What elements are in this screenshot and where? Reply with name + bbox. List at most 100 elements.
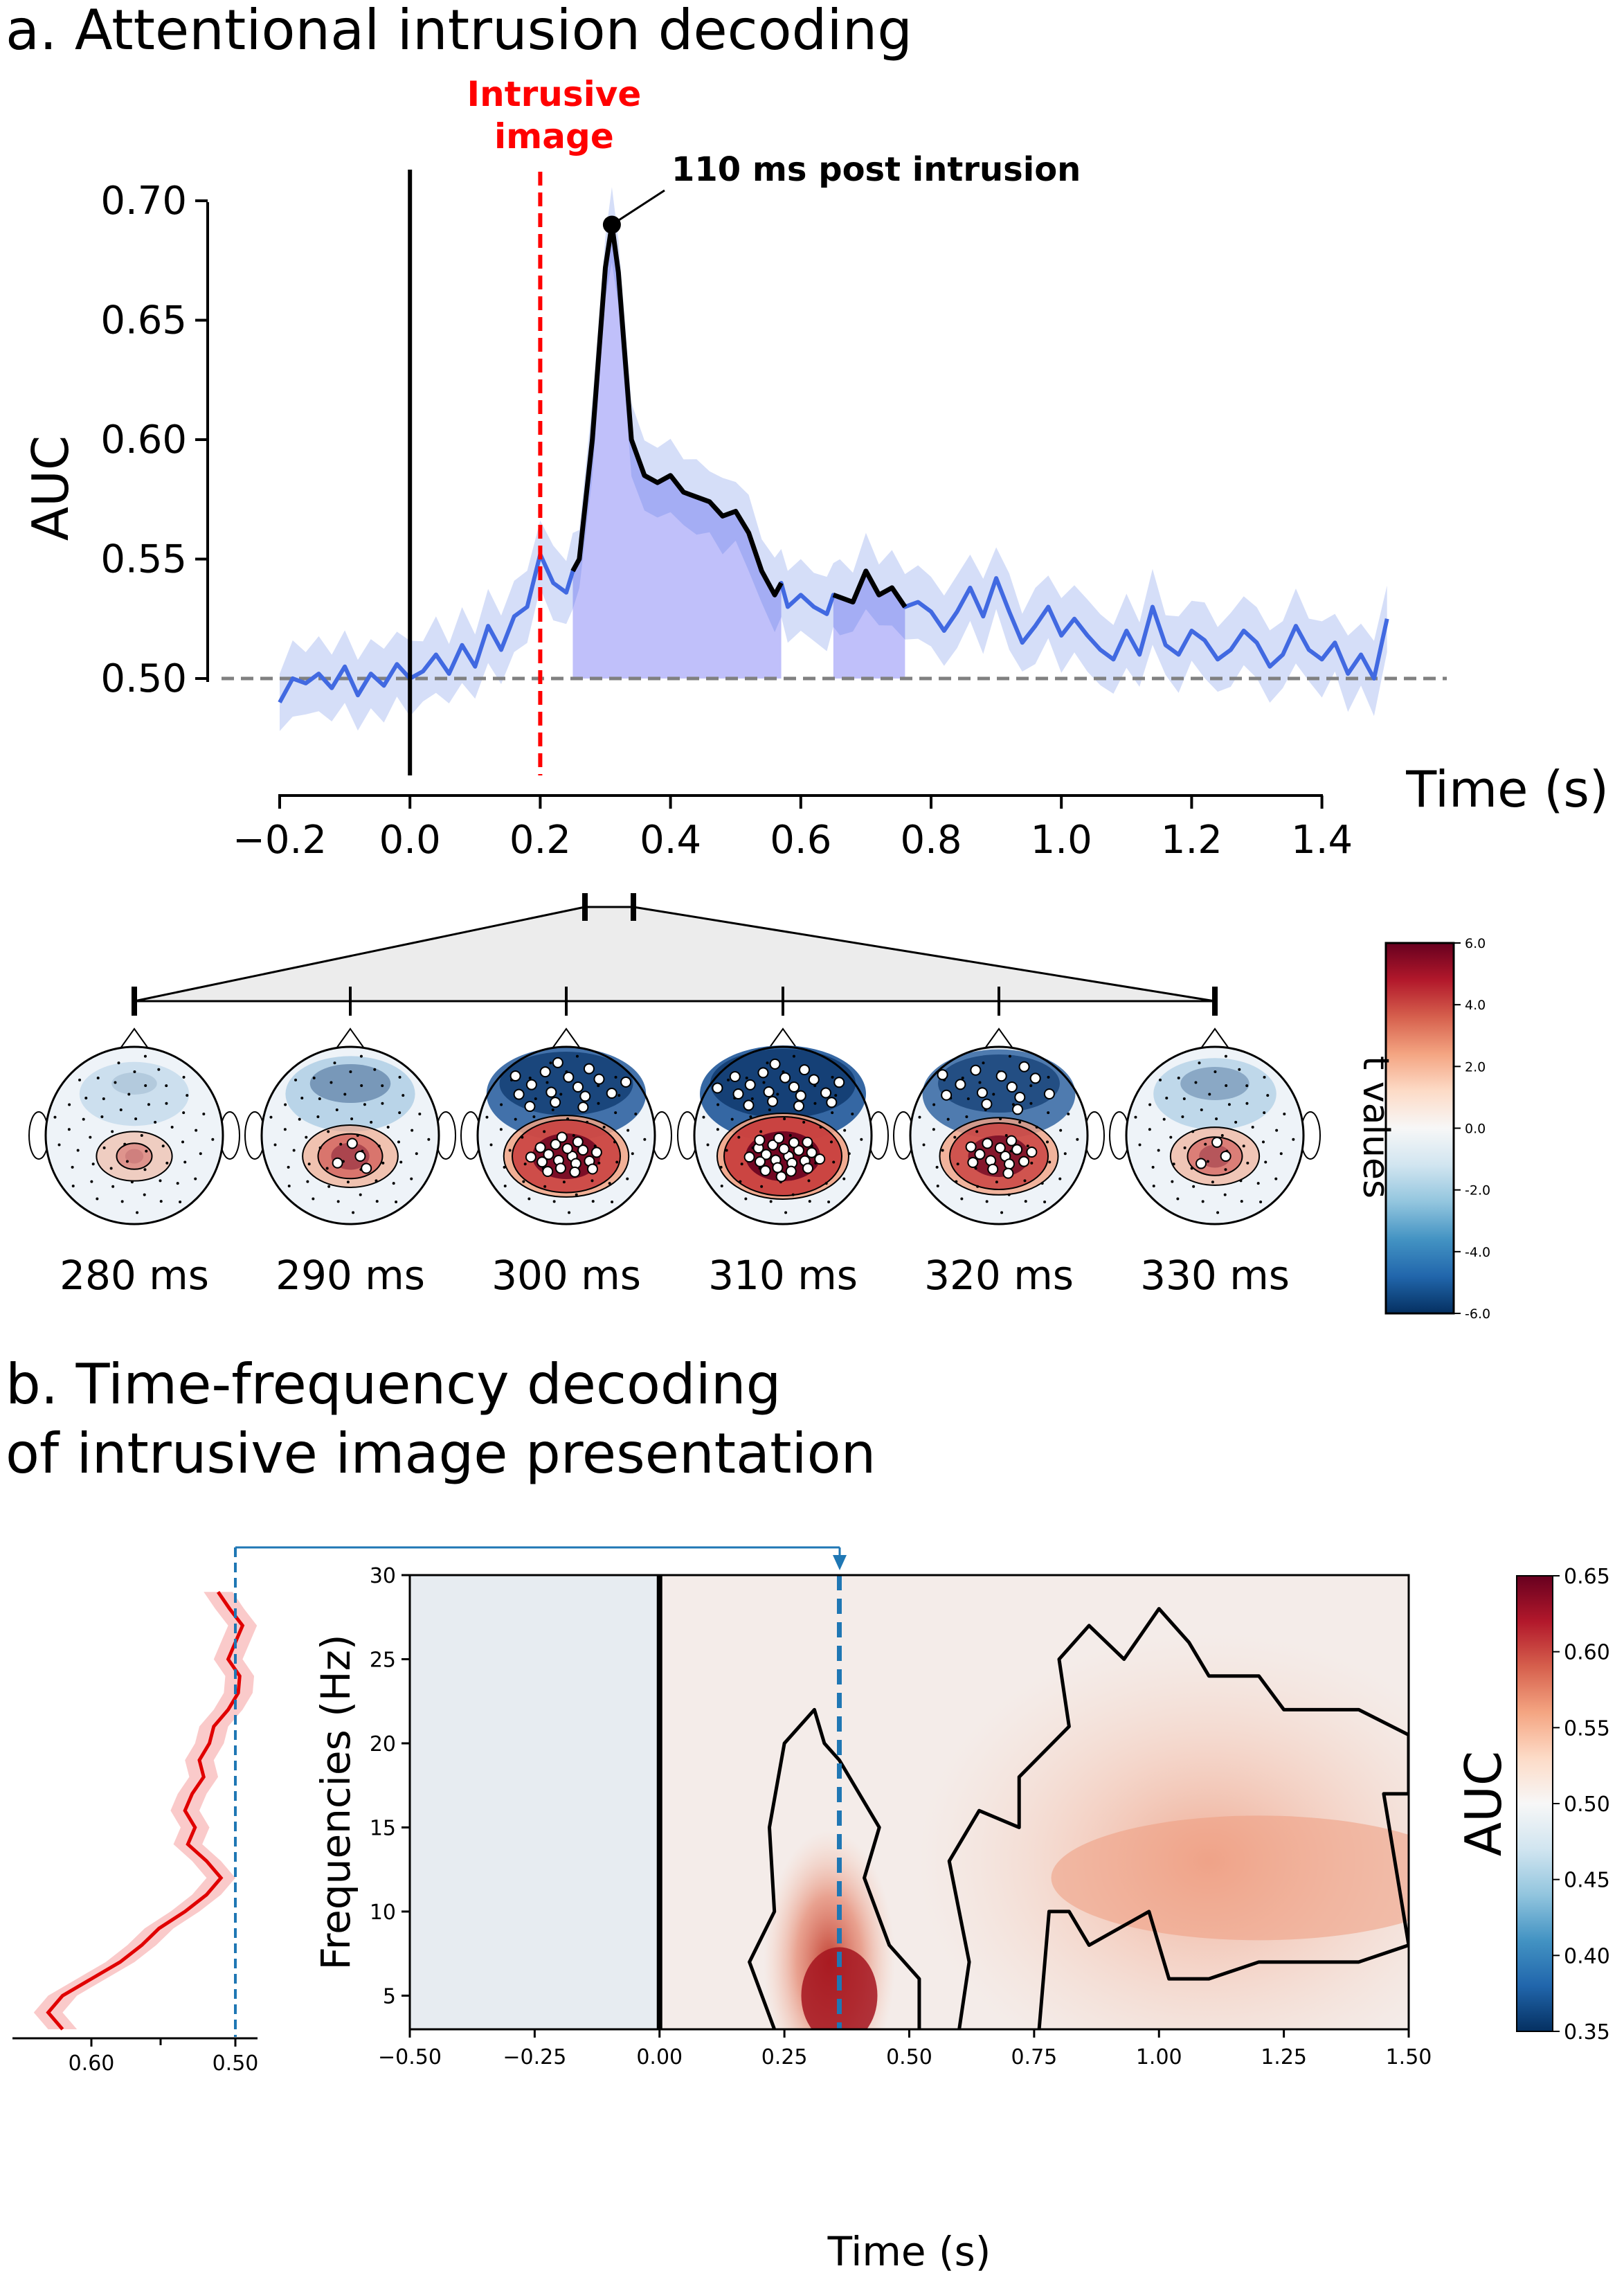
sensor-dot <box>1240 1200 1243 1203</box>
peak-annotation: 110 ms post intrusion <box>671 150 1081 189</box>
sensor-dot <box>1030 1161 1034 1165</box>
sensor-dot <box>1023 1179 1027 1183</box>
sensor-dot <box>847 1152 851 1156</box>
late-alpha-band <box>1051 1815 1409 1941</box>
heatmap-field <box>410 1575 1409 2029</box>
significant-sensor <box>1196 1158 1207 1169</box>
sensor-dot <box>597 1102 600 1105</box>
significant-sensor <box>524 1101 536 1113</box>
nose <box>984 1027 1014 1049</box>
sensor-dot <box>1283 1113 1286 1116</box>
sensor-dot <box>508 1149 512 1152</box>
sensor-dot <box>614 1111 617 1115</box>
sensor-dot <box>1138 1143 1142 1147</box>
x-tick-label: −0.2 <box>233 818 327 863</box>
positive-core <box>116 1142 153 1170</box>
x-tick-label: 0.0 <box>379 818 441 863</box>
significant-sensor <box>1220 1151 1231 1162</box>
sensor-dot <box>359 1193 362 1196</box>
intrusion-label-line1: Intrusive <box>467 74 642 114</box>
sensor-dot <box>719 1165 723 1169</box>
significant-sensor <box>802 1162 813 1174</box>
head-outline <box>909 1045 1089 1225</box>
sensor-dot <box>1182 1097 1186 1101</box>
significant-sensor <box>563 1071 575 1083</box>
sensor-dot <box>395 1200 398 1203</box>
sensor-dot <box>1242 1144 1245 1148</box>
significant-sensor <box>772 1162 784 1174</box>
sensor-dot <box>956 1162 959 1166</box>
significant-sensor <box>1014 1091 1026 1103</box>
sensor-dot <box>1263 1075 1266 1079</box>
sensor-dot <box>339 1142 343 1146</box>
sensor-dot <box>1181 1115 1184 1118</box>
sensor-dot <box>1274 1177 1278 1180</box>
sensor-dot <box>706 1143 710 1147</box>
sensor-dot <box>532 1115 536 1118</box>
significant-sensor <box>833 1077 845 1088</box>
sensor-dot <box>392 1182 395 1185</box>
sensor-dot <box>739 1180 742 1183</box>
auc-line <box>278 222 1389 703</box>
sensor-dot <box>489 1143 493 1147</box>
auc-colorbar-tick-label: 0.65 <box>1564 1565 1610 1589</box>
sensor-dot <box>1024 1200 1027 1203</box>
sensor-dot <box>1046 1140 1049 1144</box>
sensor-dot <box>586 1120 589 1124</box>
sensor-dot <box>543 1130 546 1133</box>
sensor-dot <box>90 1180 93 1183</box>
sensor-dot <box>370 1120 373 1124</box>
sensor-dot <box>1162 1117 1166 1121</box>
sensor-dot <box>982 1061 985 1065</box>
sensor-dot <box>1190 1167 1193 1170</box>
sensor-dot <box>143 1168 147 1171</box>
sensor-dot <box>1165 1097 1169 1100</box>
sensor-dot <box>1018 1120 1022 1124</box>
negative-core <box>309 1064 391 1103</box>
sensor-dot <box>102 1146 106 1149</box>
colorbar-tick-label: 0.0 <box>1465 1122 1486 1137</box>
profile-x-tick-label: 0.60 <box>69 2051 115 2076</box>
sensor-dot <box>936 1184 939 1187</box>
topomap-5 <box>893 1027 1105 1225</box>
sensor-dot <box>1067 1113 1070 1116</box>
sensor-dot <box>631 1152 634 1156</box>
significant-sensor <box>763 1086 775 1098</box>
sensor-dot <box>611 1200 614 1203</box>
x-tick-label: 0.4 <box>640 818 701 863</box>
sensor-dot <box>503 1165 506 1169</box>
sensor-dot <box>284 1103 287 1106</box>
sensor-dot <box>123 1142 127 1146</box>
nose <box>1200 1027 1230 1049</box>
sensor-dot <box>953 1135 957 1139</box>
auc-colorbar-tick-label: 0.50 <box>1564 1793 1610 1817</box>
significant-sensor <box>793 1144 804 1156</box>
sensor-dot <box>552 1200 556 1203</box>
sensor-dot <box>336 1200 340 1203</box>
sensor-dot <box>397 1140 401 1144</box>
sensor-dot <box>522 1180 525 1183</box>
sensor-dot <box>960 1197 964 1201</box>
sensor-dot <box>1239 1179 1243 1183</box>
significant-sensor <box>536 1156 548 1168</box>
sensor-dot <box>335 1108 339 1111</box>
sensor-dot <box>830 1140 833 1144</box>
head-outline <box>260 1045 440 1225</box>
significant-sensor <box>554 1162 566 1174</box>
negative-core <box>111 1072 157 1095</box>
sensor-dot <box>84 1097 88 1100</box>
sensor-dot <box>551 1108 554 1111</box>
x-tick-label: 0.2 <box>509 818 571 863</box>
sensor-dot <box>1029 1084 1033 1088</box>
heatmap-y-tick-label: 5 <box>383 1984 396 2009</box>
colorbar-tick-label: -4.0 <box>1465 1245 1490 1260</box>
sensor-dot <box>750 1097 754 1101</box>
sensor-dot <box>575 1054 579 1058</box>
sensor-dot <box>133 1070 136 1073</box>
significant-sensor <box>965 1141 977 1153</box>
significant-sensor <box>744 1079 756 1090</box>
significant-sensor <box>590 1147 602 1158</box>
sensor-dot <box>999 1117 1002 1121</box>
sensor-dot <box>91 1162 95 1166</box>
